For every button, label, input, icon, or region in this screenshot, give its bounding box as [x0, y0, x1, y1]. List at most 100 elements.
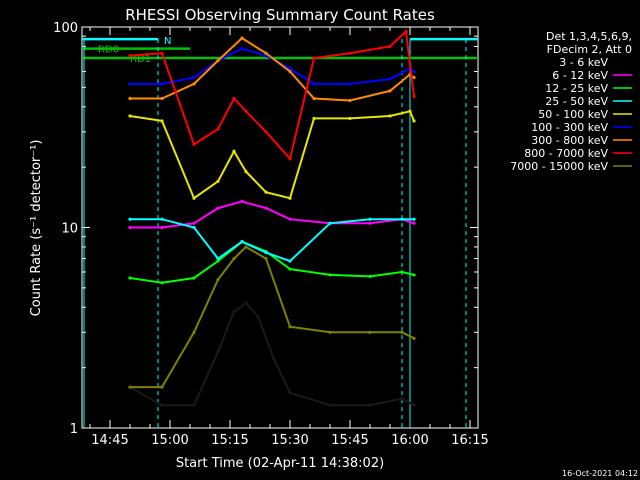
series-point — [264, 190, 268, 194]
x-tick-label: 15:15 — [211, 433, 248, 448]
series-point — [160, 96, 164, 101]
series-point — [128, 96, 132, 101]
series-point — [244, 245, 248, 249]
series-point — [160, 385, 164, 389]
series-point — [388, 89, 392, 93]
series-point — [216, 58, 220, 63]
series-point — [288, 157, 292, 161]
series-point — [264, 130, 268, 134]
series-point — [348, 116, 352, 121]
plot-area: 14:45 15:00 15:15 15:30 15:45 16:00 16:15 1 10 10… — [53, 21, 489, 448]
series-point — [348, 98, 352, 103]
x-tick-label: 14:45 — [91, 433, 128, 448]
series-point — [244, 109, 248, 113]
series-point — [368, 217, 372, 221]
series-point — [328, 330, 332, 334]
series-point — [128, 114, 132, 118]
x-tick-label: 16:15 — [451, 433, 488, 448]
series-point — [264, 51, 268, 55]
series-point — [288, 267, 292, 271]
series-point — [128, 276, 132, 280]
legend-label: 25 - 50 keV — [545, 95, 608, 108]
series-point — [388, 77, 392, 81]
series-point — [216, 277, 220, 282]
series-point — [408, 109, 412, 113]
series-point — [128, 385, 132, 389]
series-point — [160, 225, 164, 230]
series-point — [128, 54, 132, 58]
series-point — [128, 225, 132, 230]
legend-label: 50 - 100 keV — [538, 108, 608, 121]
annotation-rd0: RD0 — [98, 45, 119, 56]
series-point — [288, 259, 292, 263]
series-point — [348, 51, 352, 55]
series-point — [388, 114, 392, 118]
series-point — [240, 240, 244, 244]
series-point — [128, 82, 132, 86]
series-point — [288, 196, 292, 200]
series-point — [244, 170, 248, 174]
legend-label: 3 - 6 keV — [559, 56, 608, 69]
series-point — [328, 403, 332, 407]
series-point — [264, 250, 268, 255]
legend-label: 800 - 7000 keV — [524, 147, 608, 160]
series-point — [412, 403, 416, 407]
series-point — [368, 274, 372, 279]
series-point — [412, 217, 416, 221]
series-point — [160, 119, 164, 123]
legend-label: 7000 - 15000 keV — [510, 160, 608, 173]
legend-header: Det 1,3,4,5,6,9, — [546, 30, 632, 43]
legend-label: 6 - 12 keV — [552, 69, 608, 82]
series-point — [288, 325, 292, 329]
series-point — [192, 82, 196, 86]
series-point — [412, 119, 416, 123]
series-point — [412, 75, 416, 80]
series-point — [312, 96, 316, 101]
series-point — [232, 256, 236, 261]
series-point — [192, 330, 196, 334]
y-tick-label: 1 — [70, 422, 78, 437]
legend-label: 300 - 800 keV — [531, 134, 608, 147]
series-point — [232, 96, 236, 101]
series-point — [160, 82, 164, 86]
series-point — [412, 69, 416, 74]
series-line-8 — [130, 245, 415, 389]
series-point — [328, 273, 332, 277]
series-point — [232, 310, 236, 314]
series-point — [368, 330, 372, 334]
series-point — [216, 256, 220, 261]
chart-title: RHESSI Observing Summary Count Rates — [125, 6, 435, 24]
series-point — [412, 221, 416, 225]
series-point — [192, 75, 196, 80]
annotation-rd1: RD1 — [130, 54, 151, 65]
x-tick-label: 15:45 — [331, 433, 368, 448]
y-axis-label: Count Rate (s⁻¹ detector⁻¹) — [29, 140, 44, 317]
footer-timestamp: 16-Oct-2021 04:12 — [562, 469, 638, 478]
series-point — [400, 397, 404, 401]
series-point — [368, 221, 372, 225]
series-point — [128, 217, 132, 221]
series-point — [312, 56, 316, 60]
series-point — [288, 217, 292, 221]
annotation-n: N — [164, 36, 171, 47]
series-point — [348, 82, 352, 86]
series-point — [272, 357, 276, 361]
series-point — [288, 391, 292, 395]
legend-header: FDecim 2, Att 0 — [547, 43, 632, 56]
legend-label: 100 - 300 keV — [531, 121, 608, 134]
y-tick-label: 10 — [61, 222, 78, 237]
series-point — [400, 330, 404, 334]
series-point — [256, 314, 260, 319]
series-point — [192, 142, 196, 146]
series-point — [160, 403, 164, 407]
series-point — [412, 336, 416, 340]
series-point — [216, 179, 220, 183]
x-tick-label: 16:00 — [391, 433, 428, 448]
series-point — [240, 36, 244, 40]
series-point — [288, 69, 292, 74]
series-point — [412, 273, 416, 277]
series-point — [412, 94, 416, 99]
series-point — [400, 217, 404, 221]
